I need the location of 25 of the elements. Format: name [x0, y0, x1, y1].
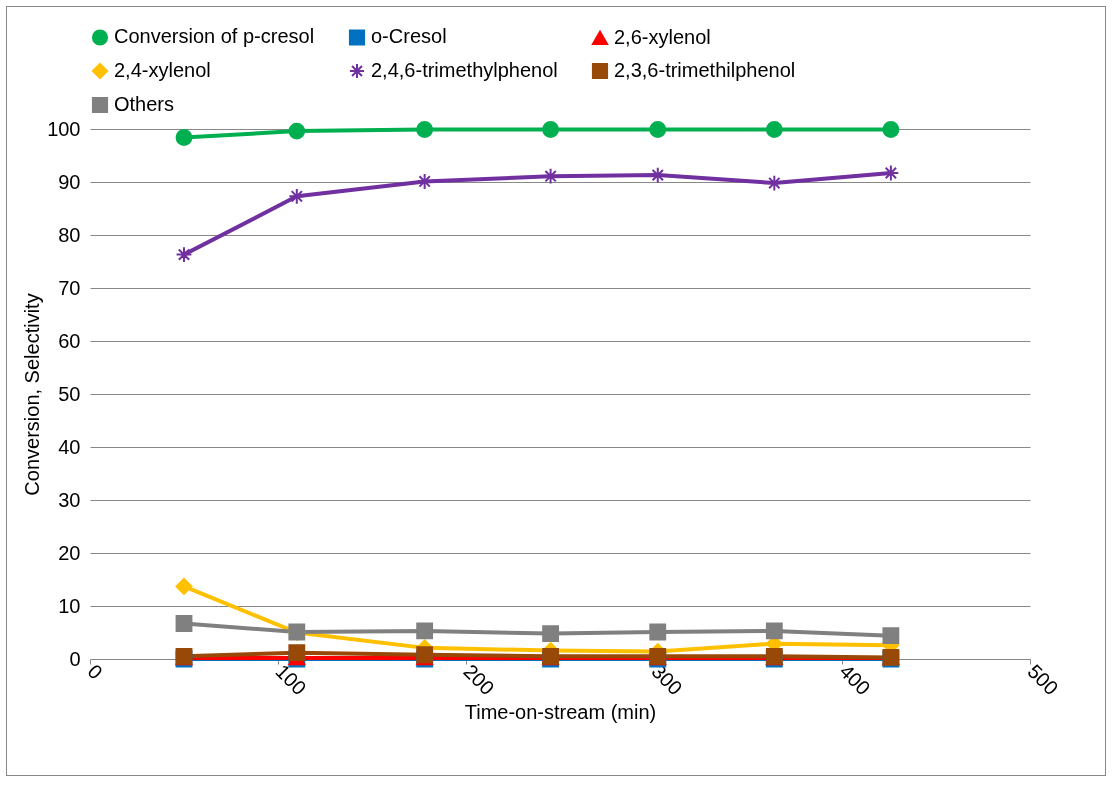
y-tick-label: 90 — [58, 170, 81, 193]
y-tick-label: 50 — [58, 382, 81, 405]
y-tick-label: 80 — [58, 223, 81, 246]
y-tick-label: 60 — [58, 329, 81, 352]
legend-label: 2,3,6-trimethilphenol — [614, 59, 796, 81]
y-tick-label: 10 — [58, 594, 81, 617]
y-tick-label: 70 — [58, 276, 81, 299]
legend-label: Others — [114, 93, 175, 115]
y-tick-label: 20 — [58, 541, 81, 564]
legend-label: 2,6-xylenol — [614, 25, 711, 48]
x-tick-label: 200 — [459, 660, 499, 700]
x-axis-title: Time-on-stream (min) — [464, 701, 657, 724]
legend-label: 2,4-xylenol — [114, 59, 211, 81]
legend-label: Conversion of p-cresol — [114, 25, 315, 48]
y-tick-label: 100 — [47, 117, 81, 140]
x-tick-label: 400 — [835, 660, 875, 700]
y-tick-label: 30 — [58, 488, 81, 511]
x-tick-label: 0 — [83, 660, 107, 684]
y-tick-label: 40 — [58, 435, 81, 458]
x-tick-label: 300 — [647, 660, 687, 700]
y-axis-title: Conversion, Selectivity — [21, 293, 44, 496]
x-tick-label: 100 — [271, 660, 311, 700]
x-tick-label: 500 — [1023, 660, 1063, 700]
legend-label: 2,4,6-trimethylphenol — [371, 59, 558, 81]
legend-label: o-Cresol — [371, 25, 447, 48]
